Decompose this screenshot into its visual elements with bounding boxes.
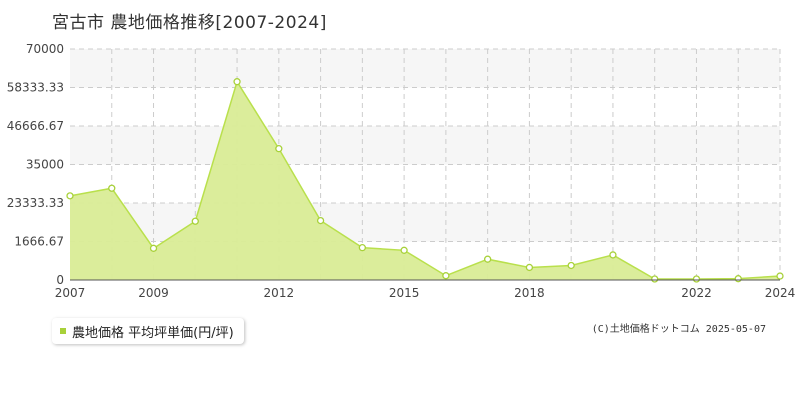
data-point [734,275,742,283]
data-point [66,192,74,200]
x-tick-label: 2012 [264,286,295,300]
y-tick-label: 1666.67 [14,235,64,249]
x-tick-label: 2009 [138,286,169,300]
x-axis-ticks: 2007 2009 2012 2015 2018 2022 2024 [55,286,796,300]
series-area-fill [70,81,780,280]
chart-grid [70,48,781,280]
x-tick-label: 2018 [514,286,545,300]
data-point [149,244,158,252]
grid-band [70,49,780,88]
y-tick-label: 70000 [26,42,64,56]
x-tick-label: 2024 [765,286,796,300]
data-point [191,217,199,225]
chart-title: 宮古市 農地価格推移[2007-2024] [52,13,327,33]
data-point [442,272,450,280]
chart-series-area [69,79,781,280]
y-tick-label: 0 [56,273,64,287]
y-tick-label: 35000 [26,158,64,172]
data-point [483,255,492,263]
data-point [316,216,325,225]
x-tick-label: 2015 [389,286,420,300]
x-tick-label: 2022 [681,286,712,300]
data-point [525,263,534,272]
copyright-text: (C)土地価格ドットコム 2025-05-07 [591,324,766,335]
y-tick-label: 23333.33 [7,196,64,210]
grid-band [70,126,780,165]
data-point [233,78,241,86]
data-point [609,251,617,259]
data-point [651,275,659,283]
data-point [275,145,283,153]
x-tick-label: 2007 [55,286,86,300]
y-tick-label: 46666.67 [7,119,64,133]
data-point [692,275,701,283]
data-point [776,272,784,280]
y-axis-ticks: 0 1666.67 23333.33 35000 46666.67 58333.33 700… [7,42,64,287]
legend: 農地価格 平均坪単価(円/坪) [52,318,244,344]
chart-markers [66,78,784,283]
data-point [400,246,408,254]
data-point [358,244,367,252]
y-tick-label: 58333.33 [7,81,64,95]
data-point [567,261,575,270]
chart-bands [70,49,780,242]
legend-swatch [60,328,66,334]
series-line [69,79,781,280]
data-point [108,184,116,192]
legend-label: 農地価格 平均坪単価(円/坪) [72,325,234,341]
